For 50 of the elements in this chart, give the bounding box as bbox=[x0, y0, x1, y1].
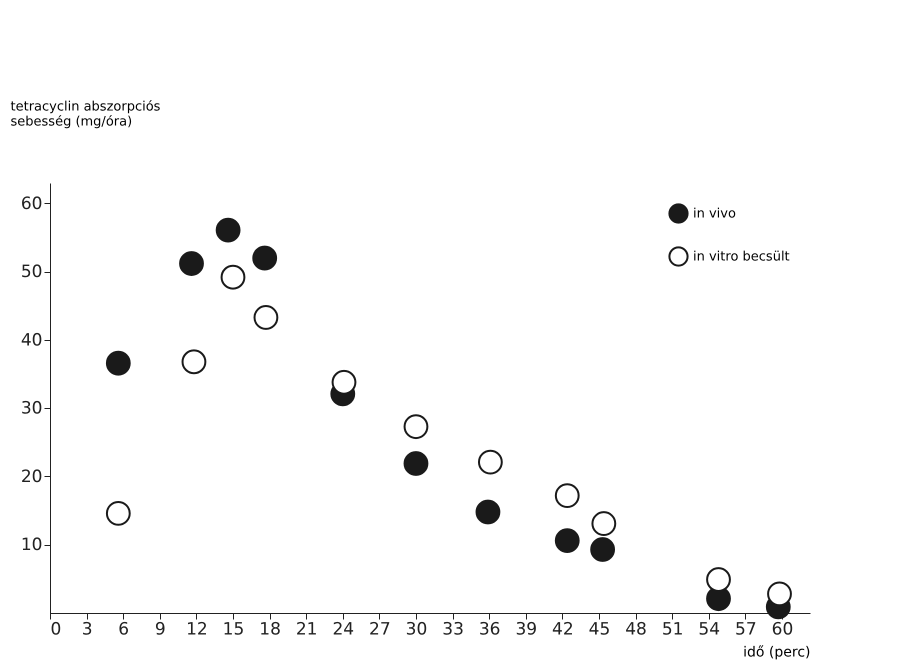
x-tick-label: 9 bbox=[154, 620, 166, 640]
x-tick-label: 54 bbox=[698, 620, 720, 640]
point bbox=[591, 511, 616, 536]
x-tick-label: 60 bbox=[772, 620, 794, 640]
point bbox=[404, 451, 428, 476]
x-tick-label: 45 bbox=[588, 620, 610, 640]
x-tick-label: 27 bbox=[369, 620, 391, 640]
point bbox=[106, 350, 131, 376]
point bbox=[478, 450, 503, 475]
x-tick-label: 3 bbox=[82, 620, 93, 640]
x-tick-label: 12 bbox=[186, 620, 208, 640]
point bbox=[404, 414, 428, 440]
point bbox=[476, 500, 500, 524]
point bbox=[179, 251, 204, 276]
point bbox=[106, 500, 131, 526]
x-tick-label: 6 bbox=[118, 620, 130, 640]
x-tick-label: 18 bbox=[259, 620, 281, 640]
x-tick-label: 51 bbox=[662, 620, 684, 640]
x-tick-label: 57 bbox=[735, 620, 757, 640]
x-tick-label: 0 bbox=[50, 620, 62, 640]
y-tick-label: 10 bbox=[20, 535, 42, 556]
point bbox=[254, 305, 278, 330]
point bbox=[767, 582, 792, 606]
point bbox=[554, 483, 580, 508]
x-tick-label: 30 bbox=[406, 620, 428, 640]
x-tick-label: 21 bbox=[296, 620, 318, 640]
y-axis-title: tetracyclin abszorpciós sebesség (mg/óra) bbox=[10, 100, 161, 130]
x-tick-label: 42 bbox=[552, 620, 574, 640]
y-tick-label: 50 bbox=[20, 262, 42, 282]
point bbox=[332, 370, 356, 395]
legend-label: in vitro becsült bbox=[693, 250, 790, 264]
point bbox=[216, 218, 241, 242]
point bbox=[220, 264, 246, 290]
point bbox=[554, 528, 580, 554]
x-tick-label: 39 bbox=[515, 620, 538, 640]
point bbox=[706, 567, 731, 592]
y-tick-label: 60 bbox=[20, 194, 42, 214]
point bbox=[252, 246, 278, 270]
point bbox=[182, 349, 206, 374]
x-tick-label: 36 bbox=[478, 620, 500, 640]
x-tick-label: 33 bbox=[442, 620, 464, 640]
point bbox=[590, 537, 616, 562]
y-tick-label: 30 bbox=[20, 398, 42, 419]
x-tick-label: 24 bbox=[332, 620, 354, 640]
x-axis-title: idő (perc) bbox=[743, 644, 810, 660]
x-tick-label: 48 bbox=[625, 620, 647, 640]
x-tick-label: 15 bbox=[222, 620, 244, 640]
y-tick-label: 20 bbox=[20, 466, 42, 487]
legend-label: in vivo bbox=[693, 206, 736, 222]
y-tick-label: 40 bbox=[20, 330, 42, 350]
